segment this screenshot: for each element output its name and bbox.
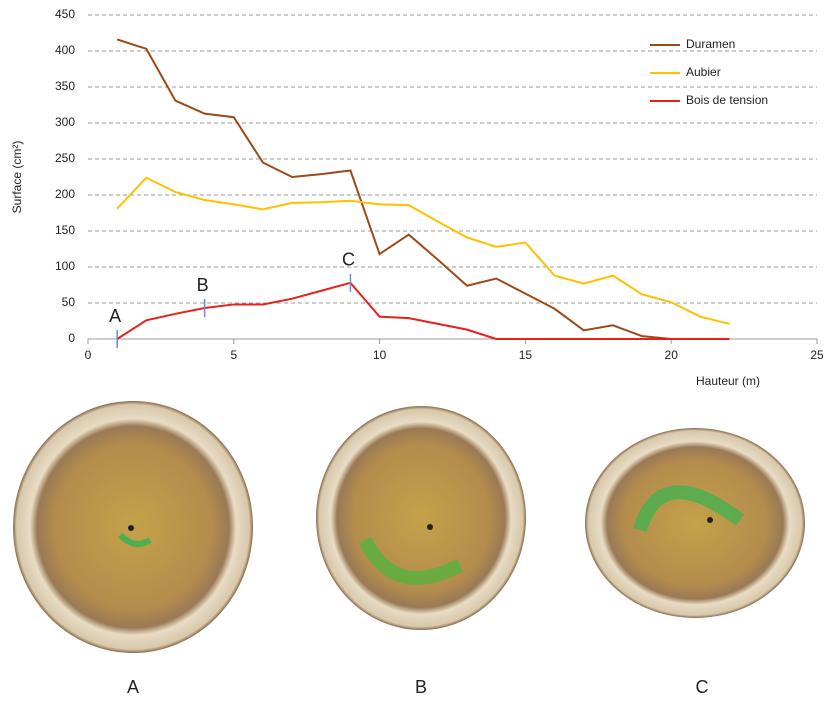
photo-label: A (127, 677, 139, 697)
x-tick-label: 20 (665, 348, 679, 362)
annotation-label: C (342, 250, 355, 270)
y-tick-label: 250 (55, 151, 75, 165)
photo-b (316, 406, 526, 630)
line-series (116, 38, 672, 340)
y-tick-label: 300 (55, 115, 75, 129)
x-tick-label: 0 (85, 348, 92, 362)
legend-label: Aubier (686, 65, 721, 79)
annotation-label: B (197, 275, 209, 295)
x-tick-label: 5 (230, 348, 237, 362)
y-tick-label: 350 (55, 79, 75, 93)
x-axis-label: Hauteur (m) (696, 374, 760, 388)
x-tick-label: 15 (519, 348, 533, 362)
photo-label: C (696, 677, 709, 697)
y-axis-label: Surface (cm²) (10, 141, 24, 214)
y-tick-label: 50 (62, 295, 76, 309)
y-tick-label: 100 (55, 259, 75, 273)
y-tick-label: 150 (55, 223, 75, 237)
photo-a (13, 401, 253, 653)
x-tick-label: 25 (810, 348, 824, 362)
legend-label: Duramen (686, 37, 735, 51)
legend-label: Bois de tension (686, 93, 768, 107)
y-tick-label: 400 (55, 43, 75, 57)
y-tick-label: 200 (55, 187, 75, 201)
photo-label: B (415, 677, 427, 697)
x-tick-label: 10 (373, 348, 387, 362)
line-series (116, 176, 730, 325)
y-tick-label: 450 (55, 7, 75, 21)
photo-c (585, 428, 805, 618)
annotation-label: A (109, 306, 121, 326)
line-series (116, 281, 730, 340)
y-tick-label: 0 (68, 331, 75, 345)
